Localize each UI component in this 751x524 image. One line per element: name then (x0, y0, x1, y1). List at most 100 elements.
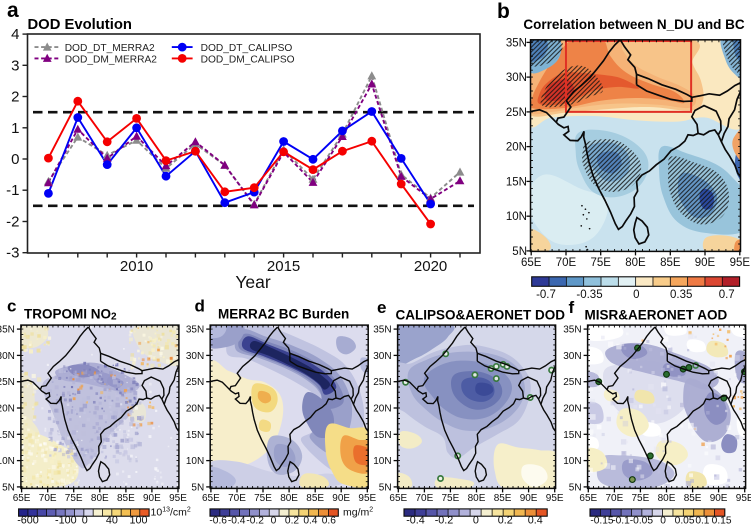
svg-text:85E: 85E (494, 493, 512, 504)
svg-text:15N: 15N (563, 430, 581, 441)
svg-text:0: 0 (271, 516, 277, 524)
svg-text:0.7: 0.7 (719, 289, 735, 301)
svg-text:1013/cm2: 1013/cm2 (151, 507, 191, 519)
svg-text:0: 0 (660, 516, 666, 524)
svg-text:5N: 5N (512, 246, 527, 258)
svg-text:65E: 65E (389, 493, 407, 504)
svg-text:15N: 15N (186, 430, 204, 441)
svg-text:70E: 70E (228, 493, 246, 504)
svg-text:0: 0 (11, 151, 19, 168)
svg-text:95E: 95E (169, 493, 187, 504)
svg-text:15N: 15N (0, 430, 15, 441)
svg-text:95E: 95E (358, 493, 376, 504)
svg-text:mg/m2: mg/m2 (343, 507, 373, 519)
svg-text:c: c (7, 297, 16, 316)
svg-text:20N: 20N (186, 404, 204, 415)
svg-text:90E: 90E (695, 257, 716, 269)
svg-text:30N: 30N (563, 351, 581, 362)
svg-text:80E: 80E (91, 493, 109, 504)
svg-text:f: f (569, 298, 575, 317)
svg-text:5N: 5N (569, 482, 582, 493)
svg-text:0.35: 0.35 (670, 289, 692, 301)
svg-text:25N: 25N (506, 107, 527, 119)
svg-text:d: d (195, 297, 205, 316)
svg-text:5N: 5N (379, 482, 392, 493)
svg-text:25N: 25N (373, 377, 391, 388)
svg-text:0.2: 0.2 (498, 515, 513, 524)
svg-text:30N: 30N (373, 351, 391, 362)
svg-text:e: e (377, 298, 386, 317)
svg-text:0.1: 0.1 (695, 516, 709, 524)
svg-text:15N: 15N (373, 430, 391, 441)
svg-text:10N: 10N (0, 456, 15, 467)
svg-text:-2: -2 (6, 214, 19, 231)
svg-text:65E: 65E (202, 493, 220, 504)
svg-text:-1: -1 (6, 182, 19, 199)
svg-text:65E: 65E (521, 257, 542, 269)
svg-text:75E: 75E (632, 493, 650, 504)
svg-text:DOD Evolution: DOD Evolution (28, 17, 132, 33)
svg-text:10N: 10N (563, 456, 581, 467)
svg-text:90E: 90E (710, 493, 728, 504)
svg-text:5N: 5N (191, 482, 204, 493)
svg-text:2010: 2010 (120, 258, 153, 275)
svg-text:-600: -600 (17, 515, 39, 524)
svg-text:20N: 20N (373, 404, 391, 415)
svg-text:85E: 85E (306, 493, 324, 504)
svg-text:3: 3 (11, 57, 19, 74)
svg-text:70E: 70E (606, 493, 624, 504)
svg-text:Correlation between N_DU and B: Correlation between N_DU and BC (523, 17, 745, 32)
svg-text:75E: 75E (65, 493, 83, 504)
svg-text:20N: 20N (563, 404, 581, 415)
svg-text:Year: Year (235, 272, 271, 292)
svg-text:30N: 30N (186, 351, 204, 362)
svg-text:-0.15: -0.15 (590, 516, 614, 524)
svg-text:0.6: 0.6 (322, 516, 336, 524)
svg-text:70E: 70E (39, 493, 57, 504)
svg-text:-0.1: -0.1 (612, 516, 630, 524)
svg-text:35N: 35N (506, 37, 527, 49)
svg-text:0: 0 (82, 515, 88, 524)
svg-text:DOD_DM_MERRA2: DOD_DM_MERRA2 (65, 54, 158, 65)
svg-text:-0.05: -0.05 (630, 516, 654, 524)
svg-text:0: 0 (633, 289, 639, 301)
svg-text:DOD_DM_CALIPSO: DOD_DM_CALIPSO (201, 54, 295, 65)
svg-text:CALIPSO&AERONET DOD: CALIPSO&AERONET DOD (396, 308, 566, 323)
svg-text:25N: 25N (563, 377, 581, 388)
svg-text:DOD_DT_MERRA2: DOD_DT_MERRA2 (65, 43, 155, 54)
svg-text:95E: 95E (736, 493, 751, 504)
svg-text:-0.7: -0.7 (536, 289, 556, 301)
svg-text:65E: 65E (13, 493, 31, 504)
svg-text:75E: 75E (254, 493, 272, 504)
svg-text:20N: 20N (506, 142, 527, 154)
svg-text:25N: 25N (0, 377, 15, 388)
svg-text:0.4: 0.4 (528, 515, 543, 524)
svg-text:75E: 75E (442, 493, 460, 504)
svg-text:-0.4: -0.4 (406, 515, 425, 524)
svg-text:0.2: 0.2 (285, 516, 299, 524)
svg-text:40: 40 (106, 515, 118, 524)
svg-text:10N: 10N (373, 456, 391, 467)
svg-text:-0.4: -0.4 (228, 516, 246, 524)
svg-text:2020: 2020 (414, 258, 447, 275)
svg-text:95E: 95E (730, 257, 751, 269)
svg-text:-0.6: -0.6 (209, 516, 227, 524)
svg-text:-0.35: -0.35 (576, 289, 602, 301)
svg-text:0.15: 0.15 (712, 516, 732, 524)
svg-text:5N: 5N (2, 482, 15, 493)
svg-text:80E: 80E (468, 493, 486, 504)
svg-text:70E: 70E (416, 493, 434, 504)
svg-text:30N: 30N (506, 72, 527, 84)
svg-text:35N: 35N (373, 325, 391, 336)
svg-text:65E: 65E (579, 493, 597, 504)
svg-text:85E: 85E (660, 257, 681, 269)
svg-text:15N: 15N (506, 176, 527, 188)
svg-text:a: a (7, 0, 19, 22)
svg-text:10N: 10N (186, 456, 204, 467)
svg-text:10N: 10N (506, 211, 527, 223)
svg-text:2015: 2015 (267, 258, 300, 275)
svg-text:-0.2: -0.2 (435, 515, 454, 524)
svg-text:0: 0 (473, 515, 479, 524)
svg-text:85E: 85E (684, 493, 702, 504)
svg-text:-0.2: -0.2 (246, 516, 264, 524)
